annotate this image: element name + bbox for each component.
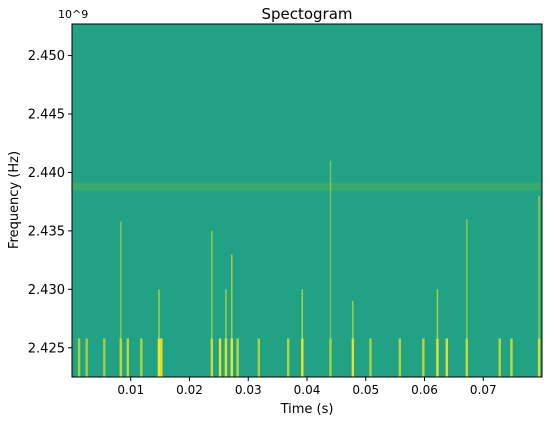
burst-mark xyxy=(329,160,332,339)
y-tick-label: 2.440 xyxy=(28,166,65,181)
x-axis-label: Time (s) xyxy=(280,402,334,417)
x-tick-label: 0.03 xyxy=(235,383,262,397)
burst-mark xyxy=(352,301,354,339)
burst-mark xyxy=(126,338,130,377)
burst-mark xyxy=(398,338,402,377)
y-tick-label: 2.425 xyxy=(28,341,65,356)
x-tick-label: 0.02 xyxy=(176,383,203,397)
burst-mark xyxy=(157,338,161,377)
y-axis: 2.425 2.430 2.435 2.440 2.445 2.450 xyxy=(28,49,72,356)
burst-mark xyxy=(85,338,88,377)
burst-mark xyxy=(160,338,163,377)
burst-mark xyxy=(231,254,233,339)
spectrogram-background xyxy=(72,24,542,377)
x-tick-label: 0.05 xyxy=(352,383,379,397)
y-tick-label: 2.430 xyxy=(28,283,65,298)
chart-title: Spectogram xyxy=(261,5,352,23)
burst-mark xyxy=(158,289,160,339)
burst-mark xyxy=(436,338,439,377)
burst-mark xyxy=(537,338,541,377)
y-axis-label: Frequency (Hz) xyxy=(7,151,22,249)
burst-mark xyxy=(329,338,332,377)
burst-mark xyxy=(445,338,449,377)
x-tick-label: 0.04 xyxy=(294,383,321,397)
burst-mark xyxy=(351,338,355,377)
burst-mark xyxy=(257,338,261,377)
burst-mark xyxy=(301,338,304,377)
burst-mark xyxy=(210,338,214,377)
burst-mark xyxy=(498,338,501,377)
x-tick-label: 0.01 xyxy=(117,383,144,397)
burst-mark xyxy=(103,338,106,377)
burst-mark xyxy=(466,219,468,339)
burst-mark xyxy=(77,338,81,377)
x-axis: 0.01 0.02 0.03 0.04 0.05 0.06 0.07 xyxy=(117,377,497,397)
frequency-band xyxy=(72,182,542,191)
y-offset-label: 10^9 xyxy=(58,8,88,21)
burst-mark xyxy=(436,289,439,339)
burst-mark xyxy=(140,338,143,377)
burst-mark xyxy=(465,338,468,377)
burst-mark xyxy=(119,338,122,377)
burst-mark xyxy=(236,338,239,377)
burst-mark xyxy=(422,338,425,377)
x-tick-label: 0.06 xyxy=(411,383,438,397)
burst-mark xyxy=(538,195,540,339)
burst-mark xyxy=(369,338,372,377)
x-tick-label: 0.07 xyxy=(470,383,497,397)
burst-mark xyxy=(230,338,233,377)
burst-mark xyxy=(510,338,513,377)
y-tick-label: 2.445 xyxy=(28,108,65,123)
burst-mark xyxy=(225,289,227,339)
burst-mark xyxy=(211,230,213,339)
burst-mark xyxy=(287,338,290,377)
spectrogram-image xyxy=(72,24,542,377)
burst-mark xyxy=(120,221,122,339)
y-tick-label: 2.435 xyxy=(28,224,65,239)
burst-mark xyxy=(224,338,228,377)
burst-mark xyxy=(218,338,222,377)
y-tick-label: 2.450 xyxy=(28,49,65,64)
burst-mark xyxy=(301,289,303,339)
